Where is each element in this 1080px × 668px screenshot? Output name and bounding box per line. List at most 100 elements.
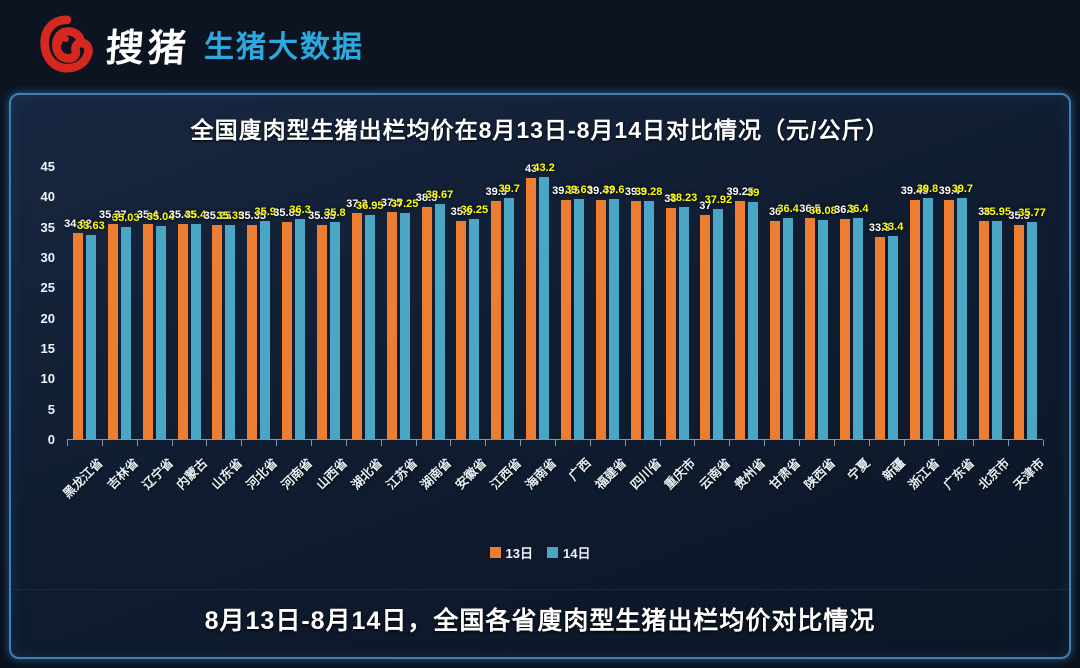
bar-value-label-14日: 36.08 bbox=[809, 205, 837, 218]
y-axis-tick-label: 30 bbox=[40, 250, 55, 265]
bar-value-label-14日: 36.4 bbox=[777, 203, 799, 216]
bar-13日 bbox=[804, 217, 815, 439]
bar-value-label-14日: 43.2 bbox=[533, 161, 555, 174]
bar-value-label-14日: 36.25 bbox=[460, 204, 489, 217]
x-axis-label: 四川省 bbox=[627, 455, 664, 493]
legend-swatch-icon bbox=[489, 546, 501, 558]
legend-swatch-icon bbox=[547, 546, 558, 558]
bar-value-label-14日: 37.92 bbox=[704, 193, 733, 206]
x-axis-tick-mark bbox=[694, 440, 696, 446]
x-axis-tick-mark bbox=[276, 440, 278, 446]
bar-value-label-13日: 35.4 bbox=[136, 209, 159, 222]
x-axis-tick-mark bbox=[659, 440, 661, 446]
bar-13日 bbox=[874, 236, 885, 439]
y-axis-tick-label: 40 bbox=[40, 189, 55, 205]
x-axis-tick-mark bbox=[938, 440, 940, 446]
bar-value-label-13日: 39.25 bbox=[726, 185, 754, 198]
footer-caption: 8月13日-8月14日，全国各省廋肉型生猪出栏均价对比情况 bbox=[204, 606, 876, 635]
bar-14日 bbox=[992, 220, 1003, 439]
x-axis-tick-mark bbox=[1008, 440, 1010, 446]
bar-14日 bbox=[85, 234, 96, 439]
bar-13日 bbox=[282, 221, 293, 439]
bar-14日 bbox=[643, 200, 654, 439]
bar-14日 bbox=[155, 226, 166, 439]
x-axis-label: 天津市 bbox=[1010, 455, 1048, 493]
x-axis-tick-mark bbox=[729, 440, 731, 446]
bar-13日 bbox=[491, 200, 502, 439]
bar-value-label-13日: 37.3 bbox=[346, 197, 368, 210]
bar-value-label-13日: 43 bbox=[524, 163, 538, 176]
x-axis-tick-mark bbox=[101, 440, 103, 446]
x-axis-label: 广东省 bbox=[941, 455, 978, 493]
bar-13日 bbox=[909, 199, 920, 439]
bar-13日 bbox=[421, 206, 432, 439]
bar-14日 bbox=[469, 219, 480, 439]
bar-14日 bbox=[120, 226, 131, 439]
x-axis-tick-mark bbox=[136, 440, 138, 446]
bar-14日 bbox=[573, 198, 584, 439]
bar-value-label-14日: 37.25 bbox=[390, 198, 419, 211]
bar-value-label-14日: 33.63 bbox=[77, 219, 105, 232]
bar-value-label-13日: 35.35 bbox=[308, 209, 336, 222]
bar-14日 bbox=[434, 204, 445, 439]
bar-14日 bbox=[399, 213, 410, 439]
x-axis-tick-mark bbox=[868, 440, 870, 446]
bar-14日 bbox=[817, 220, 828, 439]
bar-14日 bbox=[748, 202, 759, 439]
x-axis-label: 江苏省 bbox=[383, 455, 420, 493]
y-axis-tick-label: 35 bbox=[40, 219, 55, 235]
bar-value-label-14日: 39.8 bbox=[916, 182, 939, 195]
bar-value-label-13日: 35.35 bbox=[238, 209, 266, 222]
x-axis-tick-mark bbox=[241, 440, 243, 446]
bar-value-label-14日: 35.77 bbox=[1018, 207, 1046, 219]
x-axis-label: 江西省 bbox=[488, 455, 525, 493]
bar-13日 bbox=[386, 211, 397, 439]
bar-13日 bbox=[351, 212, 362, 439]
bar-value-label-13日: 39.47 bbox=[587, 184, 615, 197]
x-axis-tick-mark bbox=[520, 440, 522, 446]
bar-value-label-13日: 38 bbox=[664, 193, 677, 206]
bar-value-label-14日: 39.6 bbox=[603, 183, 625, 196]
x-axis-label: 浙江省 bbox=[906, 455, 943, 493]
bar-value-label-13日: 36 bbox=[768, 205, 782, 218]
page-header: 搜猪 生猪大数据 bbox=[0, 0, 1080, 92]
bar-13日 bbox=[247, 224, 258, 439]
x-axis-label: 陕西省 bbox=[801, 455, 839, 493]
bar-13日 bbox=[735, 200, 746, 439]
bar-value-label-14日: 36.95 bbox=[356, 199, 384, 212]
legend-item-14日: 14日 bbox=[547, 543, 590, 562]
bar-value-label-13日: 39.3 bbox=[624, 185, 647, 198]
bar-value-label-14日: 35.95 bbox=[983, 205, 1011, 218]
plot-area: 34.02 33.63 35.37 35.03 35.4 35.04 35.45 35.4 35… bbox=[64, 162, 1046, 446]
x-axis-labels: 黑龙江省 吉林省 辽宁省 内蒙古 山东省 河北省 河南省 山西省 湖北省 江苏省 湖南省 安徽省 江西省… bbox=[61, 447, 1047, 539]
bar-value-label-13日: 39.4 bbox=[938, 184, 961, 197]
bar-value-label-13日: 33.3 bbox=[868, 221, 891, 234]
bar-13日 bbox=[770, 220, 781, 439]
bar-value-label-13日: 35.9 bbox=[450, 206, 473, 219]
x-axis-tick-mark bbox=[380, 440, 382, 446]
bar-13日 bbox=[107, 224, 118, 439]
bar-value-label-14日: 39.63 bbox=[565, 183, 593, 196]
y-axis-tick-label: 25 bbox=[40, 280, 55, 296]
bar-14日 bbox=[678, 207, 689, 439]
bar-value-label-13日: 35.45 bbox=[168, 208, 197, 221]
bar-14日 bbox=[329, 221, 340, 439]
x-axis-tick-mark bbox=[555, 440, 556, 446]
souzhu-pig-icon bbox=[40, 15, 93, 73]
y-axis: 0 5 10 15 20 25 30 35 40 45 bbox=[17, 159, 59, 447]
x-axis-label: 湖北省 bbox=[348, 455, 386, 493]
x-axis-label: 湖南省 bbox=[418, 455, 455, 493]
bar-14日 bbox=[364, 214, 375, 439]
bar-14日 bbox=[260, 221, 271, 439]
bar-value-label-14日: 35.04 bbox=[146, 211, 175, 224]
y-axis-tick-label: 20 bbox=[40, 310, 55, 326]
x-axis-label: 山西省 bbox=[313, 455, 351, 493]
x-axis-label: 海南省 bbox=[522, 455, 560, 493]
x-axis-tick-mark bbox=[67, 440, 68, 446]
bar-value-label-13日: 34.02 bbox=[64, 217, 92, 230]
x-axis-tick-mark bbox=[833, 440, 835, 446]
chart-panel: 全国廋肉型生猪出栏均价在8月13日-8月14日对比情况（元/公斤） 0 5 10 15… bbox=[9, 93, 1071, 659]
x-axis-tick-mark bbox=[903, 440, 905, 446]
bar-value-label-13日: 35.25 bbox=[203, 210, 232, 223]
bar-13日 bbox=[316, 224, 327, 439]
